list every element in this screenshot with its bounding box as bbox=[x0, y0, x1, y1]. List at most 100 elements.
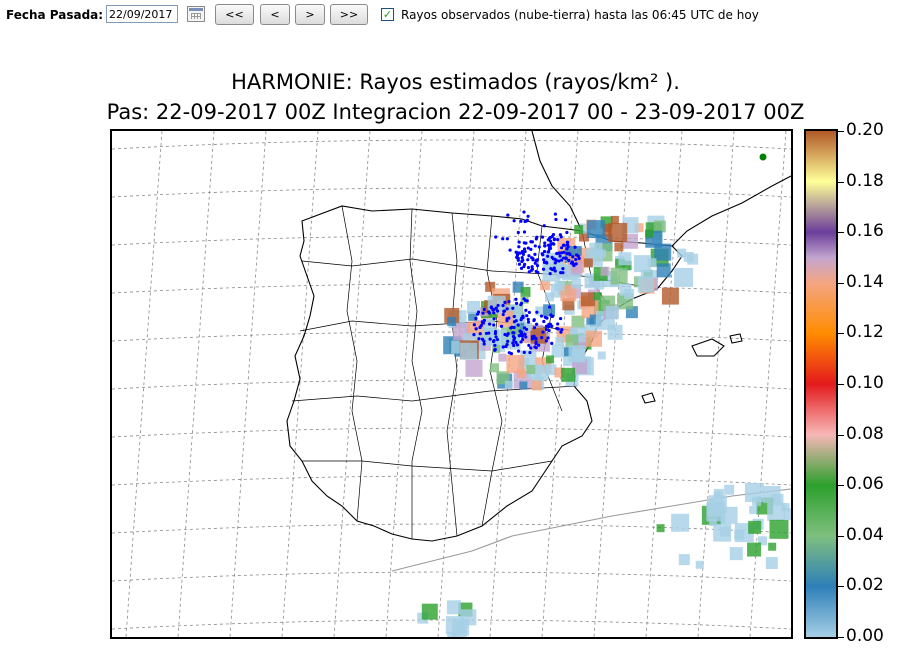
observed-strike bbox=[542, 319, 546, 324]
observed-strike bbox=[505, 237, 510, 241]
observed-strike bbox=[534, 269, 538, 274]
density-cell bbox=[763, 485, 781, 503]
density-cell bbox=[678, 554, 690, 566]
province-border bbox=[446, 212, 458, 537]
observed-strikes bbox=[472, 153, 767, 356]
density-cell bbox=[421, 603, 438, 620]
observed-strike bbox=[567, 258, 571, 262]
calendar-icon[interactable] bbox=[187, 6, 205, 22]
observed-strike bbox=[517, 245, 521, 249]
observed-strike bbox=[543, 241, 547, 245]
previous-button[interactable]: < bbox=[260, 4, 290, 25]
gulf-of-lion-coastline bbox=[671, 175, 791, 247]
density-cell bbox=[734, 529, 745, 540]
colorbar-tick bbox=[838, 333, 844, 335]
density-cell bbox=[579, 231, 590, 242]
observed-strike bbox=[546, 254, 550, 258]
first-button[interactable]: << bbox=[215, 4, 254, 25]
density-cell bbox=[523, 322, 532, 331]
colorbar-label: 0.16 bbox=[846, 221, 884, 242]
observed-strike bbox=[482, 342, 486, 346]
observed-strike-marker bbox=[759, 153, 767, 161]
observed-strike bbox=[502, 309, 506, 314]
observed-strike bbox=[492, 317, 496, 321]
france-coastline bbox=[531, 131, 583, 232]
observed-strike bbox=[542, 258, 546, 262]
density-cell bbox=[749, 505, 758, 514]
observed-strike bbox=[488, 322, 492, 326]
observed-strike bbox=[542, 224, 546, 228]
colorbar-tick bbox=[838, 232, 844, 234]
colorbar-tick bbox=[838, 131, 844, 132]
density-cell bbox=[614, 242, 624, 252]
observed-strike bbox=[521, 314, 525, 318]
observed-strike bbox=[484, 331, 489, 336]
density-cell bbox=[748, 520, 762, 534]
observed-strike bbox=[517, 262, 522, 266]
observed-strike bbox=[521, 337, 525, 342]
menorca-outline bbox=[729, 333, 743, 344]
observed-strike bbox=[477, 337, 481, 341]
observed-strike bbox=[532, 318, 536, 323]
colorbar-tick bbox=[838, 434, 844, 436]
observed-strike bbox=[516, 349, 521, 353]
observed-strike bbox=[560, 328, 564, 332]
checkbox-checkmark-icon: ✓ bbox=[382, 8, 393, 21]
density-cell bbox=[535, 306, 545, 316]
density-cell bbox=[568, 345, 586, 363]
observed-strike bbox=[514, 250, 518, 254]
density-cell bbox=[600, 266, 610, 276]
observed-strike bbox=[574, 262, 578, 266]
density-cell bbox=[603, 223, 612, 232]
observed-strike bbox=[501, 312, 505, 317]
density-cell bbox=[654, 243, 672, 261]
density-cell bbox=[586, 220, 605, 239]
observed-strike bbox=[514, 340, 518, 344]
observed-strike bbox=[530, 265, 534, 269]
density-cell bbox=[781, 503, 790, 512]
density-cell bbox=[460, 342, 478, 360]
last-button[interactable]: >> bbox=[330, 4, 368, 25]
observed-strike bbox=[525, 314, 529, 318]
observed-strike bbox=[556, 322, 560, 326]
observed-strike bbox=[547, 305, 552, 309]
meridian-line bbox=[333, 131, 371, 637]
observed-strike bbox=[512, 314, 516, 319]
rayos-observados-checkbox[interactable]: ✓ bbox=[381, 8, 394, 21]
colorbar-label: 0.14 bbox=[846, 271, 884, 292]
density-cell bbox=[551, 344, 565, 358]
density-cell bbox=[447, 316, 457, 326]
observed-strike bbox=[506, 213, 510, 217]
next-button[interactable]: > bbox=[295, 4, 325, 25]
observed-strike bbox=[546, 250, 550, 254]
observed-strike bbox=[552, 242, 556, 246]
density-cell bbox=[585, 330, 602, 347]
observed-strike bbox=[511, 341, 515, 345]
observed-strike bbox=[549, 239, 553, 243]
observed-strike bbox=[530, 240, 534, 244]
density-cell bbox=[519, 381, 528, 390]
colorbar-label: 0.08 bbox=[846, 423, 884, 444]
colorbar-tick bbox=[838, 384, 844, 385]
observed-strike bbox=[542, 249, 547, 254]
observed-strike bbox=[501, 303, 505, 308]
observed-strike bbox=[526, 214, 530, 218]
observed-strike bbox=[534, 336, 538, 341]
density-cell bbox=[531, 380, 542, 391]
density-cell bbox=[446, 600, 461, 615]
density-cell bbox=[768, 542, 777, 551]
observed-strike bbox=[527, 270, 531, 274]
rayos-observados-label[interactable]: Rayos observados (nube-tierra) hasta las… bbox=[401, 8, 759, 22]
density-cell bbox=[597, 351, 606, 360]
density-cell bbox=[752, 496, 762, 506]
observed-strike bbox=[504, 344, 508, 349]
density-cell bbox=[769, 519, 789, 539]
observed-strike bbox=[574, 257, 578, 262]
observed-strike bbox=[522, 247, 527, 251]
date-input[interactable] bbox=[106, 5, 178, 23]
observed-strike bbox=[559, 246, 564, 250]
observed-strike bbox=[476, 310, 481, 314]
observed-strike bbox=[512, 219, 516, 223]
colorbar-tick bbox=[838, 535, 844, 537]
observed-strike bbox=[526, 317, 530, 321]
